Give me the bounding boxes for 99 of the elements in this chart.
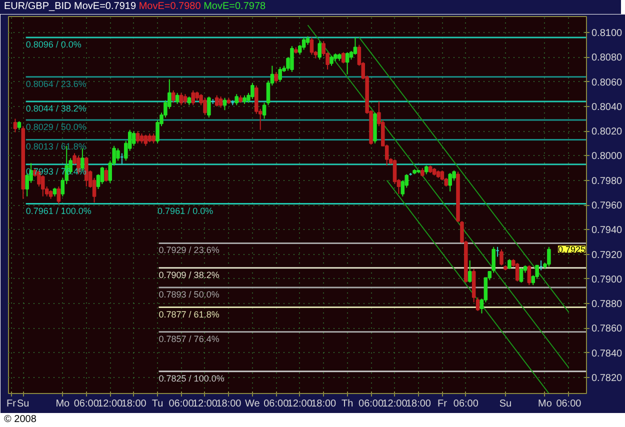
- candlestick: [341, 52, 346, 64]
- candlestick: [140, 133, 144, 144]
- y-tick-label: 0.8020: [592, 126, 623, 138]
- candlestick: [290, 46, 294, 72]
- y-tick-label: 0.7980: [592, 176, 623, 187]
- candlestick: [345, 52, 350, 75]
- y-tick-label: 0.7900: [592, 274, 623, 286]
- x-tick-label: 06:00: [264, 398, 290, 410]
- candlestick: [250, 82, 254, 100]
- candlestick: [104, 168, 108, 182]
- candlestick: [508, 258, 512, 270]
- candlestick: [183, 94, 188, 104]
- candlestick: [318, 40, 322, 60]
- y-tick-label: 0.7840: [592, 348, 623, 360]
- candlestick: [500, 248, 504, 266]
- ref-line-label: 0.8064 / 23.6%: [26, 78, 86, 89]
- text: MovE=0.7980: [138, 1, 201, 12]
- candlestick: [116, 148, 120, 162]
- candlestick: [175, 92, 180, 104]
- ref-line-label: 0.7825 / 100.0%: [158, 373, 224, 384]
- x-tick-label: 12:00: [98, 398, 124, 410]
- ref-line-label: 0.8096 / 0.0%: [26, 39, 82, 50]
- y-tick-label: 0.8000: [592, 151, 623, 162]
- candlestick: [302, 36, 306, 50]
- x-tick-label: Mo: [56, 398, 70, 410]
- candlestick: [56, 186, 61, 204]
- ref-line-label: 0.8013 / 61.8%: [26, 142, 86, 152]
- x-tick-label: Mo: [538, 398, 552, 410]
- candlestick: [144, 134, 148, 146]
- candlestick: [41, 174, 45, 197]
- candlestick: [203, 97, 207, 116]
- candlestick: [278, 66, 282, 82]
- candlestick: [191, 90, 196, 106]
- x-tick-label: 12:00: [382, 398, 408, 410]
- text: MovE=0.7978: [204, 1, 266, 12]
- x-tick-label: 12:00: [192, 398, 218, 410]
- x-tick-label: Su: [499, 398, 512, 410]
- candlestick: [179, 92, 184, 106]
- candlestick: [547, 246, 551, 268]
- candlestick: [310, 36, 314, 56]
- ref-line-label: 0.7893 / 50.0%: [158, 290, 220, 300]
- ref-line-label: 0.7877 / 61.8%: [158, 309, 220, 320]
- candlestick: [234, 94, 238, 106]
- candlestick: [214, 94, 219, 107]
- candlestick: [448, 172, 452, 192]
- x-tick-label: 06:00: [453, 398, 479, 410]
- candlestick: [132, 130, 136, 146]
- candlestick: [84, 156, 88, 188]
- x-tick-label: 06:00: [358, 398, 384, 410]
- x-tick-label: 18:00: [311, 398, 337, 410]
- candlestick: [136, 130, 140, 144]
- ref-line-label: 0.7929 / 23.6%: [158, 245, 220, 256]
- x-tick-label: 06:00: [168, 398, 194, 410]
- ref-line-label: 0.7961 / 100.0%: [26, 206, 92, 216]
- y-tick-label: 0.8060: [592, 77, 623, 88]
- candlestick: [527, 264, 532, 286]
- x-tick-label: 06:00: [556, 398, 582, 410]
- ref-line-label: 0.8029 / 50.0%: [26, 122, 86, 132]
- x-tick-label: 12:00: [287, 398, 313, 410]
- y-tick-label: 0.7960: [592, 200, 623, 212]
- y-tick-label: 0.8040: [592, 102, 623, 113]
- candlestick: [330, 55, 334, 66]
- y-tick-label: 0.7880: [592, 299, 623, 310]
- ref-line-label: 0.7909 / 38.2%: [158, 270, 220, 280]
- x-tick-label: Su: [17, 398, 30, 410]
- candlestick: [171, 90, 176, 104]
- ref-line-label: 0.7857 / 76.4%: [158, 334, 220, 344]
- text: © 2008: [4, 413, 36, 427]
- x-tick-label: Th: [341, 398, 354, 410]
- y-tick-label: 0.8100: [592, 28, 623, 40]
- y-tick-label: 0.7820: [592, 372, 623, 384]
- annotation: 0.7925: [558, 244, 586, 255]
- ref-line-label: 0.8044 / 38.2%: [26, 104, 86, 114]
- x-tick-label: 18:00: [121, 398, 147, 410]
- x-tick-label: Fr: [437, 398, 448, 410]
- y-tick-label: 0.7940: [592, 225, 623, 236]
- chart-title: EUR/GBP_BID: [4, 1, 72, 12]
- candlestick: [274, 71, 278, 84]
- candlestick: [468, 260, 472, 284]
- candlestick: [152, 133, 156, 144]
- x-tick-label: 18:00: [406, 398, 432, 410]
- y-tick-label: 0.7860: [592, 324, 623, 335]
- candlestick: [100, 166, 104, 185]
- x-tick-label: Fr: [6, 398, 17, 410]
- candlestick: [218, 96, 223, 108]
- candlestick: [13, 118, 18, 133]
- y-tick-label: 0.8080: [592, 52, 623, 64]
- x-tick-label: We: [245, 398, 260, 410]
- x-tick-label: 18:00: [216, 398, 242, 410]
- x-tick-label: 06:00: [74, 398, 100, 410]
- candlestick: [519, 267, 524, 284]
- y-tick-label: 0.7920: [592, 250, 623, 261]
- x-tick-label: Tu: [152, 398, 164, 410]
- candlestick: [515, 262, 520, 282]
- candlestick: [353, 36, 358, 56]
- candlestick: [222, 97, 227, 111]
- text: MovE=0.7919: [74, 1, 136, 12]
- candlestick: [207, 96, 211, 118]
- annotation: 0.7961 / 0.0%: [158, 206, 214, 216]
